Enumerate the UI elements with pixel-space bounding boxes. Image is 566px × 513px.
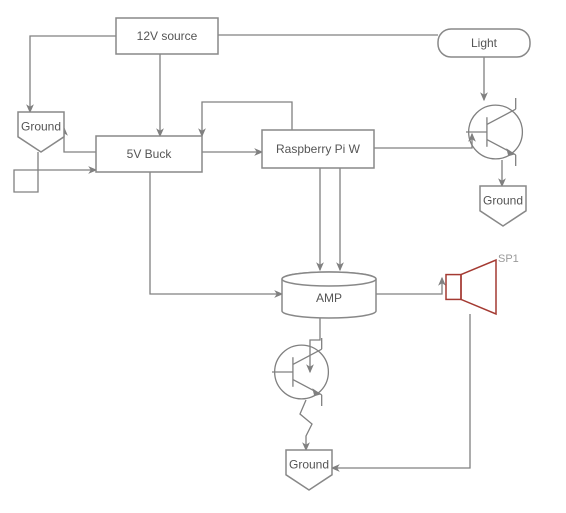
edge: [30, 36, 116, 112]
svg-text:Ground: Ground: [483, 194, 523, 208]
svg-text:Ground: Ground: [289, 458, 329, 472]
light: Light: [438, 29, 530, 57]
rpi: Raspberry Pi W: [262, 130, 374, 168]
trans2: [272, 338, 328, 406]
edge: [14, 152, 96, 192]
ground3: Ground: [286, 450, 332, 490]
buck5v: 5V Buck: [96, 136, 202, 172]
ground2: Ground: [480, 186, 526, 226]
edge: [376, 278, 442, 294]
svg-text:12V source: 12V source: [137, 29, 198, 43]
svg-text:SP1: SP1: [498, 253, 519, 265]
edge: [64, 128, 96, 152]
amp: AMP: [282, 272, 376, 318]
svg-text:AMP: AMP: [316, 291, 342, 305]
svg-text:5V Buck: 5V Buck: [127, 147, 173, 161]
edge: [300, 400, 312, 450]
edge: [310, 318, 320, 372]
edge: [150, 172, 282, 294]
svg-text:Light: Light: [471, 36, 498, 50]
trans1: [466, 98, 522, 166]
speaker: SP1: [446, 253, 519, 314]
edge: [374, 134, 472, 148]
ground1: Ground: [18, 112, 64, 152]
edge: [332, 314, 470, 468]
svg-text:Ground: Ground: [21, 120, 61, 134]
svg-text:Raspberry Pi W: Raspberry Pi W: [276, 142, 361, 156]
src12v: 12V source: [116, 18, 218, 54]
